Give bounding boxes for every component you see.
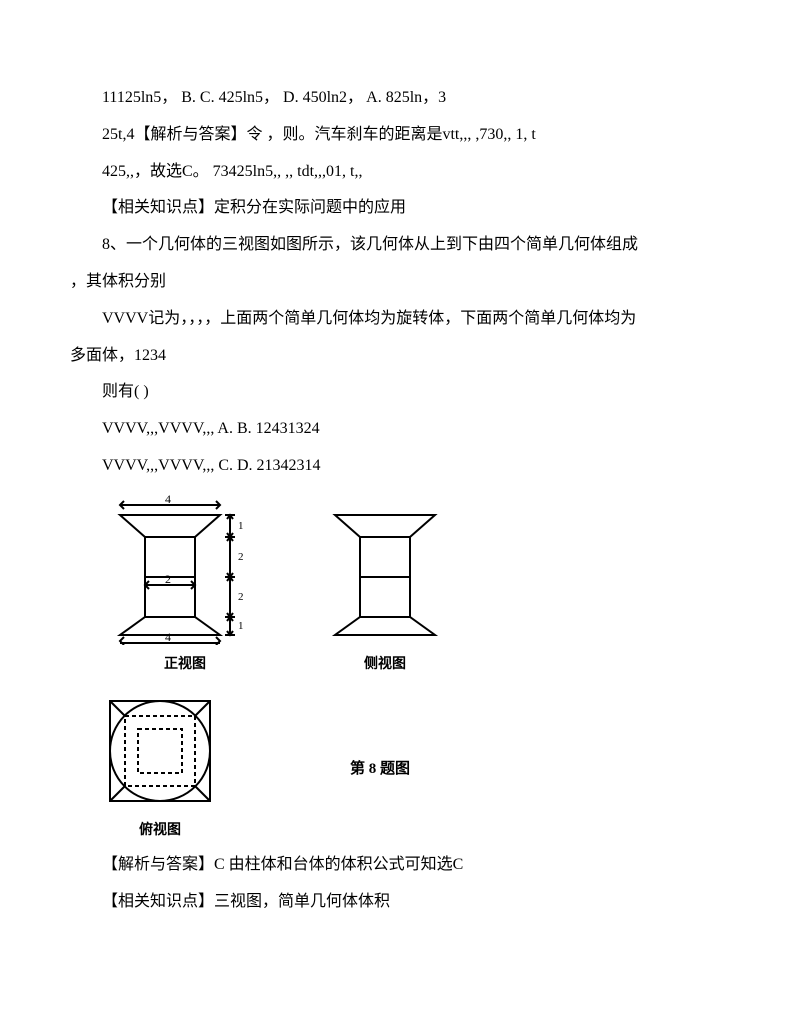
text-line: 多面体，1234 bbox=[70, 338, 730, 375]
dim-bot-4: 4 bbox=[165, 630, 171, 644]
text-line: 则有( ) bbox=[70, 374, 730, 411]
diagram-row-1: 4 2 bbox=[100, 495, 730, 681]
text-line: ，其体积分别 bbox=[70, 264, 730, 301]
dim-h2b: 2 bbox=[238, 591, 244, 603]
top-view-block: 俯视图 bbox=[100, 691, 220, 847]
side-view-block: 侧视图 bbox=[320, 495, 450, 681]
side-view-label: 侧视图 bbox=[364, 649, 406, 681]
dim-h1b: 1 bbox=[238, 620, 244, 632]
diagram-row-2: 俯视图 第 8 题图 bbox=[100, 691, 730, 847]
top-view-svg bbox=[100, 691, 220, 811]
text-line: VVVV,,,VVVV,,, A. B. 12431324 bbox=[70, 411, 730, 448]
text-line: 【解析与答案】C 由柱体和台体的体积公式可知选C bbox=[70, 847, 730, 884]
text-line: VVVV记为，，，，上面两个简单几何体均为旋转体，下面两个简单几何体均为 bbox=[70, 301, 730, 338]
text-line: 【相关知识点】三视图，简单几何体体积 bbox=[70, 884, 730, 921]
text-line: 425,,，故选C。 73425ln5,, ,, tdt,,,01, t,, bbox=[70, 154, 730, 191]
text-line: VVVV,,,VVVV,,, C. D. 21342314 bbox=[70, 448, 730, 485]
front-view-block: 4 2 bbox=[100, 495, 270, 681]
front-view-label: 正视图 bbox=[164, 649, 206, 681]
top-view-label: 俯视图 bbox=[139, 815, 181, 847]
text-line: 【相关知识点】定积分在实际问题中的应用 bbox=[70, 190, 730, 227]
document-page: 11125ln5， B. C. 425ln5， D. 450ln2， A. 82… bbox=[0, 0, 800, 981]
side-view-svg bbox=[320, 495, 450, 645]
dim-mid-2: 2 bbox=[165, 572, 171, 586]
text-line: 11125ln5， B. C. 425ln5， D. 450ln2， A. 82… bbox=[70, 80, 730, 117]
dim-h2a: 2 bbox=[238, 551, 244, 563]
front-view-svg: 4 2 bbox=[100, 495, 270, 645]
text-line: 25t,4【解析与答案】令 ，则。汽车刹车的距离是vtt,,, ,730,, 1… bbox=[70, 117, 730, 154]
figure-caption: 第 8 题图 bbox=[350, 752, 410, 787]
dim-h1a: 1 bbox=[238, 520, 244, 532]
dim-top-4: 4 bbox=[165, 495, 171, 506]
text-line: 8、一个几何体的三视图如图所示，该几何体从上到下由四个简单几何体组成 bbox=[70, 227, 730, 264]
